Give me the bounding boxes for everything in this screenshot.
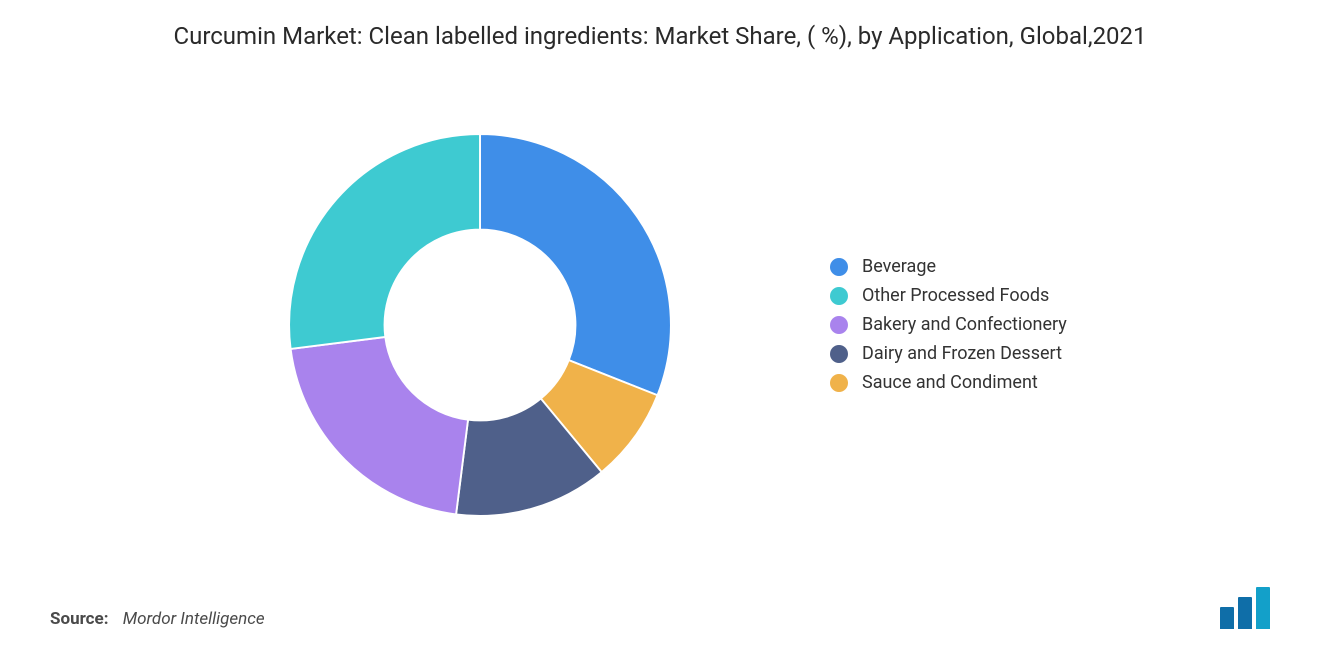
legend-item: Sauce and Condiment — [830, 372, 1067, 393]
legend-swatch — [830, 287, 848, 305]
legend-swatch — [830, 316, 848, 334]
legend-swatch — [830, 374, 848, 392]
legend-item: Other Processed Foods — [830, 285, 1067, 306]
logo-bar — [1256, 587, 1270, 629]
legend-item: Dairy and Frozen Dessert — [830, 343, 1067, 364]
source-value: Mordor Intelligence — [123, 609, 265, 629]
chart-title: Curcumin Market: Clean labelled ingredie… — [173, 20, 1146, 52]
chart-body: Beverage Other Processed Foods Bakery and … — [50, 62, 1270, 587]
donut-slice — [480, 134, 671, 395]
legend-item: Beverage — [830, 256, 1067, 277]
legend-label: Sauce and Condiment — [862, 372, 1038, 393]
legend-swatch — [830, 345, 848, 363]
legend: Beverage Other Processed Foods Bakery and … — [830, 248, 1067, 401]
source-label: Source: — [50, 609, 108, 629]
legend-label: Dairy and Frozen Dessert — [862, 343, 1062, 364]
chart-container: Curcumin Market: Clean labelled ingredie… — [0, 0, 1320, 665]
legend-swatch — [830, 258, 848, 276]
footer: Source: Mordor Intelligence — [50, 587, 1270, 635]
donut-chart-wrap — [200, 115, 760, 535]
donut-slice — [289, 134, 480, 349]
donut-slice — [291, 337, 468, 514]
legend-label: Other Processed Foods — [862, 285, 1049, 306]
logo-bar — [1238, 597, 1252, 629]
mordor-logo — [1220, 587, 1270, 629]
source-caption: Source: Mordor Intelligence — [50, 609, 265, 629]
legend-label: Bakery and Confectionery — [862, 314, 1067, 335]
legend-item: Bakery and Confectionery — [830, 314, 1067, 335]
donut-chart — [270, 115, 690, 535]
logo-bar — [1220, 607, 1234, 629]
legend-label: Beverage — [862, 256, 936, 277]
